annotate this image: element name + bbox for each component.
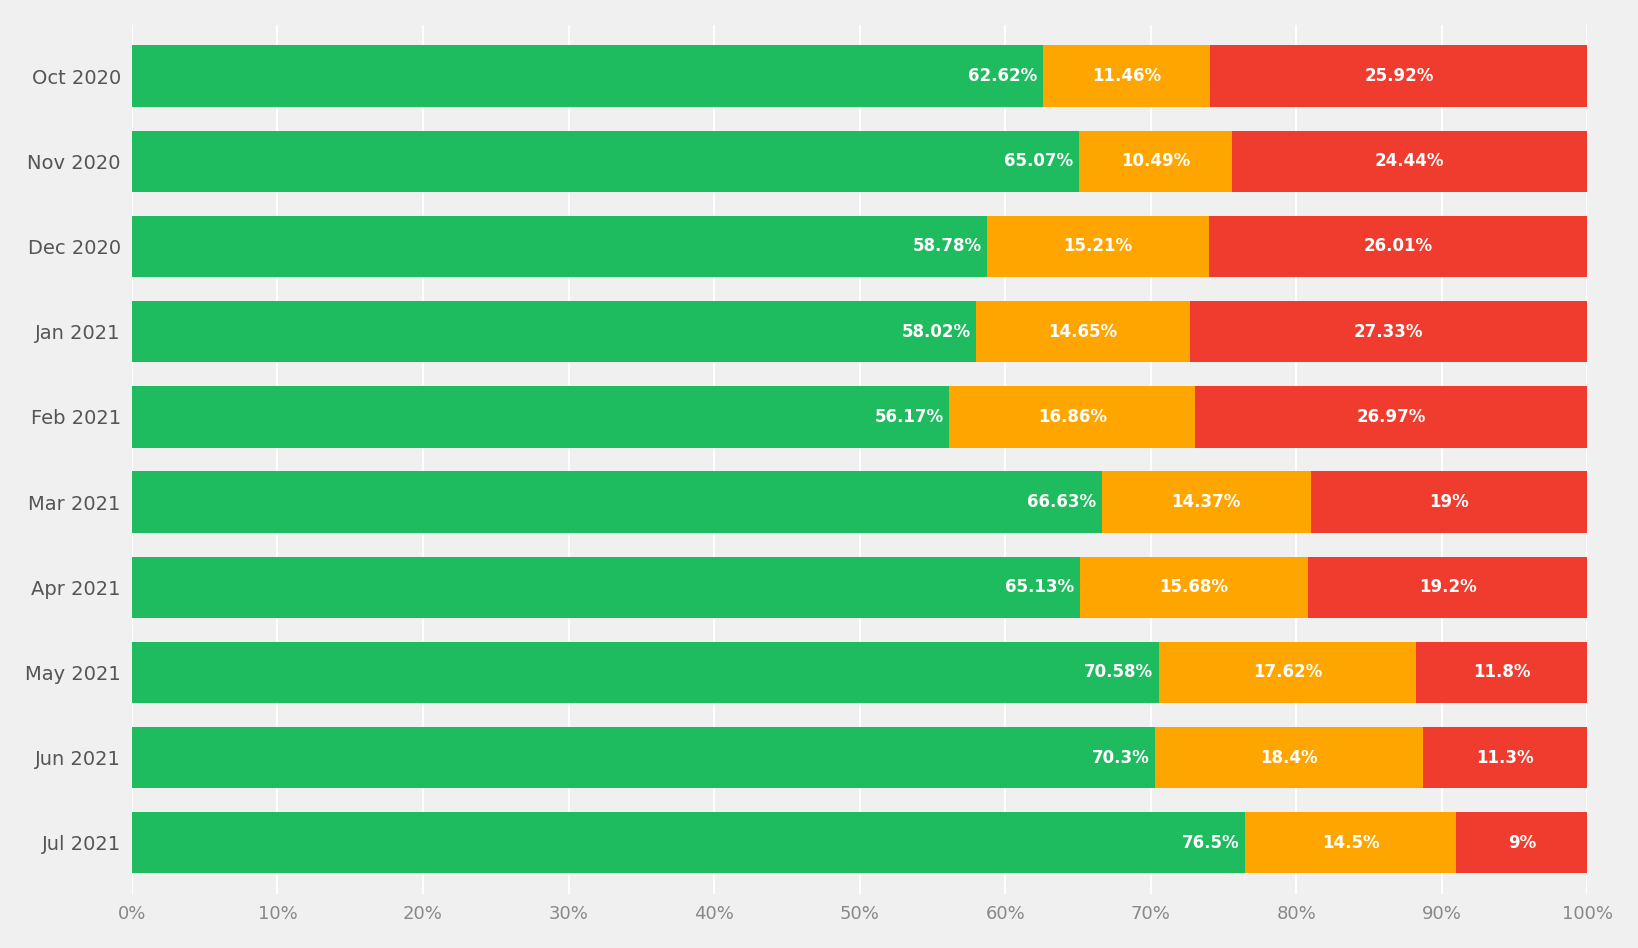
Text: 70.58%: 70.58% (1084, 664, 1153, 682)
Bar (976, 301, 1189, 362)
Text: 14.37%: 14.37% (1171, 493, 1242, 511)
Text: 9%: 9% (1509, 834, 1536, 851)
Text: 62.62%: 62.62% (968, 67, 1037, 85)
Text: 24.44%: 24.44% (1374, 153, 1445, 171)
Text: 70.3%: 70.3% (1091, 749, 1150, 767)
Text: 16.86%: 16.86% (1038, 408, 1107, 426)
Text: 65.07%: 65.07% (1004, 153, 1073, 171)
Bar (133, 642, 1160, 703)
Text: 15.68%: 15.68% (1160, 578, 1228, 596)
Bar (133, 46, 1043, 107)
Bar (1309, 556, 1587, 618)
Bar (133, 556, 1079, 618)
Text: 26.97%: 26.97% (1356, 408, 1427, 426)
Text: 25.92%: 25.92% (1364, 67, 1433, 85)
Bar (133, 131, 1079, 191)
Text: 18.4%: 18.4% (1260, 749, 1319, 767)
Bar (1160, 642, 1415, 703)
Text: 11.46%: 11.46% (1093, 67, 1161, 85)
Bar (133, 301, 976, 362)
Bar (1456, 812, 1587, 873)
Bar (1232, 131, 1587, 191)
Bar (950, 386, 1194, 447)
Text: 66.63%: 66.63% (1027, 493, 1096, 511)
Bar (1245, 812, 1456, 873)
Text: 19.2%: 19.2% (1419, 578, 1477, 596)
Text: 27.33%: 27.33% (1355, 322, 1423, 340)
Text: 26.01%: 26.01% (1363, 238, 1433, 255)
Bar (1310, 471, 1587, 533)
Text: 65.13%: 65.13% (1006, 578, 1075, 596)
Text: 11.3%: 11.3% (1476, 749, 1535, 767)
Bar (1155, 727, 1423, 788)
Bar (133, 216, 988, 277)
Bar (1079, 556, 1309, 618)
Bar (133, 471, 1102, 533)
Bar (1423, 727, 1587, 788)
Text: 14.65%: 14.65% (1048, 322, 1117, 340)
Text: 58.02%: 58.02% (901, 322, 971, 340)
Bar (133, 812, 1245, 873)
Text: 11.8%: 11.8% (1473, 664, 1530, 682)
Bar (1210, 46, 1587, 107)
Bar (1415, 642, 1587, 703)
Bar (133, 727, 1155, 788)
Text: 15.21%: 15.21% (1063, 238, 1133, 255)
Text: 56.17%: 56.17% (875, 408, 943, 426)
Bar (1079, 131, 1232, 191)
Text: 19%: 19% (1430, 493, 1469, 511)
Bar (1194, 386, 1587, 447)
Text: 10.49%: 10.49% (1120, 153, 1191, 171)
Text: 17.62%: 17.62% (1253, 664, 1322, 682)
Text: 58.78%: 58.78% (912, 238, 981, 255)
Bar (988, 216, 1209, 277)
Bar (1209, 216, 1587, 277)
Bar (1189, 301, 1587, 362)
Bar (133, 386, 950, 447)
Bar (1102, 471, 1310, 533)
Bar (1043, 46, 1210, 107)
Text: 76.5%: 76.5% (1183, 834, 1240, 851)
Text: 14.5%: 14.5% (1322, 834, 1379, 851)
